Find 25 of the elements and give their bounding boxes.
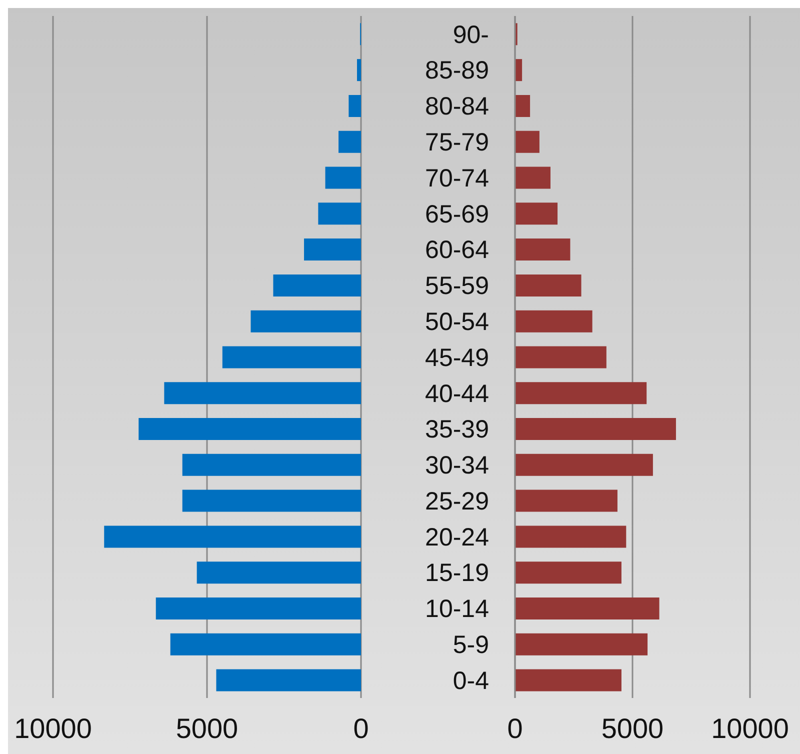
x-tick-label: 5000	[176, 712, 238, 744]
y-tick-label: 25-29	[425, 487, 489, 516]
x-tick-label: 0	[507, 712, 523, 744]
x-tick-label: 10000	[14, 712, 92, 744]
y-tick-label: 20-24	[425, 523, 490, 552]
y-tick-label: 55-59	[425, 272, 489, 300]
y-tick-label: 45-49	[425, 344, 489, 372]
y-tick-label: 75-79	[425, 128, 489, 157]
y-tick-label: 15-19	[425, 559, 489, 588]
x-tick-label: 0	[353, 712, 369, 744]
y-tick-label: 10-14	[425, 595, 490, 624]
y-tick-label: 80-84	[425, 92, 490, 121]
x-tick-label: 10000	[711, 712, 789, 744]
y-tick-label: 35-39	[425, 416, 489, 444]
y-tick-label: 30-34	[425, 452, 490, 480]
y-tick-label: 85-89	[425, 56, 489, 85]
y-tick-label: 0-4	[452, 666, 490, 695]
y-tick-label: 65-69	[425, 200, 489, 228]
y-tick-label: 40-44	[425, 380, 490, 408]
y-tick-label: 90-	[452, 20, 489, 49]
y-tick-label: 50-54	[425, 308, 490, 336]
y-tick-label: 60-64	[425, 236, 490, 264]
x-tick-label: 5000	[601, 712, 664, 744]
y-tick-label: 70-74	[425, 164, 490, 192]
y-tick-label: 5-9	[452, 631, 489, 660]
